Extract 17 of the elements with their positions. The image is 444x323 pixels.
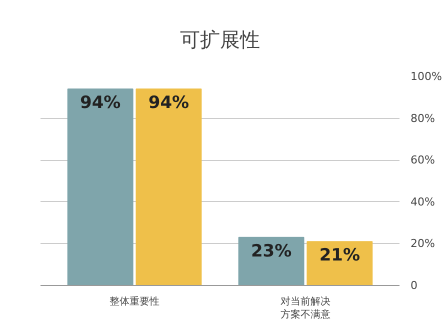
y-tick-label: 60% (410, 154, 435, 167)
data-label: 21% (319, 246, 360, 266)
data-label: 94% (148, 93, 190, 114)
y-tick-label: 20% (410, 237, 435, 250)
y-tick-label: 80% (410, 112, 435, 125)
chart-title: 可扩展性 (180, 28, 260, 52)
y-tick-label: 100% (410, 70, 442, 83)
data-label: 23% (250, 241, 292, 262)
x-tick-label: 对当前解决方案不满意 (280, 296, 330, 321)
y-tick-label: 0 (410, 279, 418, 292)
y-tick-label: 40% (410, 195, 435, 208)
data-label: 94% (80, 93, 121, 114)
bar (67, 88, 134, 286)
bar (136, 88, 202, 286)
bar (306, 241, 373, 286)
bar (238, 236, 304, 286)
x-tick-label: 整体重要性 (110, 296, 160, 308)
